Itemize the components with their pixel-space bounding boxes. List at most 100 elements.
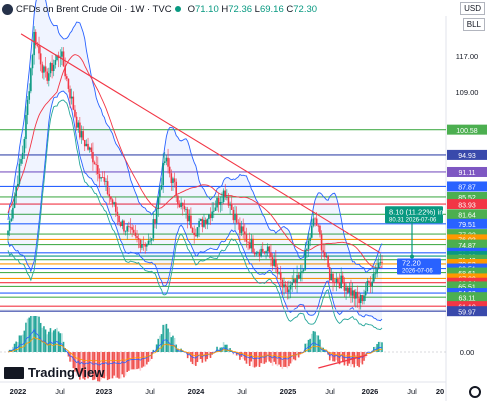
level-price-tag: [447, 191, 487, 202]
candle-body: [124, 231, 127, 233]
candle-body: [186, 209, 189, 222]
candle-body: [242, 226, 244, 232]
candle-body: [67, 78, 70, 89]
candle-body: [340, 275, 342, 289]
candle-body: [374, 273, 377, 275]
candle-body: [289, 285, 292, 290]
bollinger-upper-line: [7, 0, 383, 273]
candle-body: [252, 238, 254, 253]
indicator-histogram-bar: [276, 352, 279, 367]
candle-body: [346, 287, 349, 293]
sell-buy-button[interactable]: BLL: [462, 18, 485, 31]
indicator-histogram-bar: [359, 352, 362, 363]
candle-body: [309, 237, 311, 241]
candle-body: [260, 248, 262, 257]
target-box: [397, 258, 441, 275]
indicator-histogram-bar: [74, 352, 76, 372]
indicator-histogram-bar: [261, 352, 264, 364]
candle-body: [162, 162, 164, 186]
settings-gear-icon[interactable]: [469, 386, 481, 398]
candle-body: [85, 143, 88, 147]
level-price-label: 63.11: [459, 295, 476, 302]
indicator-histogram-bar: [118, 352, 120, 379]
indicator-histogram-bar: [190, 352, 192, 362]
indicator-histogram-bar: [345, 352, 347, 364]
candle-body: [177, 195, 179, 205]
indicator-histogram-bar: [124, 352, 127, 376]
level-price-tag: [447, 267, 487, 278]
indicator-histogram-bar: [97, 352, 99, 382]
candle-body: [121, 220, 124, 226]
signal-line: [7, 336, 383, 362]
candle-body: [163, 161, 166, 163]
candle-body: [72, 96, 75, 110]
indicator-histogram-bar: [83, 352, 86, 380]
indicator-histogram-bar: [43, 326, 45, 352]
indicator-histogram-bar: [245, 352, 248, 364]
candle-body: [301, 271, 303, 273]
indicator-histogram-bar: [52, 330, 55, 352]
level-price-label: 59.97: [458, 309, 476, 316]
indicator-histogram-bar: [278, 352, 280, 365]
indicator-histogram-bar: [381, 342, 383, 352]
candle-body: [8, 220, 11, 231]
candle-body: [126, 226, 129, 232]
indicator-histogram-bar: [98, 352, 101, 382]
candle-body: [100, 177, 102, 179]
candle-body: [227, 196, 230, 206]
x-tick-label: Jul: [325, 387, 335, 396]
level-price-label: 91.11: [459, 170, 476, 177]
candle-body: [221, 201, 223, 203]
indicator-histogram-bar: [20, 335, 22, 352]
candle-body: [97, 164, 99, 175]
candle-body: [328, 267, 331, 281]
candle-body: [376, 267, 378, 274]
candle-body: [332, 273, 334, 283]
candle-body: [54, 60, 57, 65]
indicator-histogram-bar: [15, 341, 17, 352]
measure-box: [385, 206, 443, 224]
indicator-histogram-bar: [106, 352, 109, 381]
indicator-histogram-bar: [28, 317, 31, 352]
indicator-histogram-bar: [101, 352, 104, 379]
indicator-histogram-bar: [79, 352, 81, 380]
indicator-histogram-bar: [51, 332, 53, 352]
indicator-histogram-bar: [48, 331, 50, 352]
indicator-histogram-bar: [377, 341, 380, 352]
indicator-histogram-bar: [273, 352, 276, 362]
indicator-histogram-bar: [286, 352, 289, 369]
candle-body: [152, 219, 155, 239]
candle-body: [116, 211, 119, 216]
candle-body: [314, 218, 316, 220]
symbol-title[interactable]: CFDs on Brent Crude Oil · 1W · TVC: [16, 3, 172, 15]
indicator-histogram-bar: [31, 316, 34, 352]
indicator-histogram-bar: [113, 352, 115, 376]
indicator-histogram-bar: [160, 334, 163, 352]
indicator-histogram-bar: [253, 352, 256, 368]
indicator-histogram-bar: [116, 352, 119, 378]
candle-body: [350, 287, 352, 296]
x-tick-label: 2024: [188, 387, 206, 396]
indicator-histogram-bar: [271, 352, 274, 366]
candle-body: [261, 248, 264, 252]
indicator-histogram-bar: [126, 352, 129, 372]
candle-body: [299, 272, 302, 279]
candle-body: [155, 209, 158, 224]
indicator-histogram-bar: [193, 352, 195, 366]
candle-body: [118, 215, 120, 223]
level-price-label: 81.64: [458, 213, 476, 220]
tradingview-logo-icon: [4, 366, 24, 379]
indicator-histogram-bar: [252, 352, 254, 368]
candle-body: [368, 281, 370, 283]
currency-button[interactable]: USD: [460, 2, 485, 15]
level-price-label: 100.58: [456, 128, 478, 135]
candle-body: [250, 238, 253, 249]
indicator-histogram-bar: [44, 329, 47, 352]
chart-header: CFDs on Brent Crude Oil · 1W · TVC O71.1…: [2, 2, 317, 16]
indicator-histogram-bar: [314, 331, 316, 352]
candle-body: [359, 294, 362, 304]
level-price-tag: [447, 218, 487, 229]
candle-body: [369, 282, 372, 287]
candle-body: [36, 45, 39, 46]
